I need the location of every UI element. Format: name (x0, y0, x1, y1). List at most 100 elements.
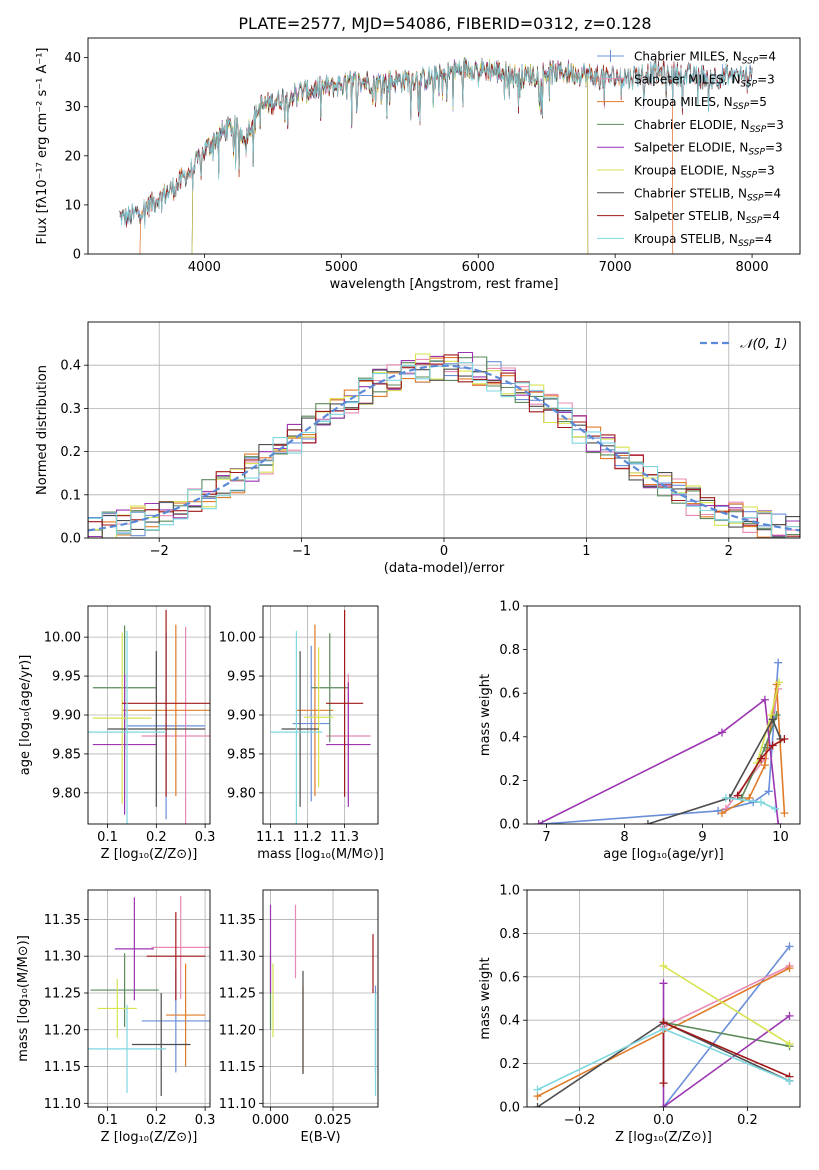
y-tick-label: 11.25 (219, 986, 256, 1001)
y-tick-label: 0.0 (499, 818, 520, 833)
point-marker (764, 787, 773, 796)
point-marker (643, 820, 652, 824)
legend-label: Kroupa ELODIE, NSSP=3 (634, 164, 775, 181)
y-tick-label: 9.95 (52, 670, 81, 685)
x-tick-label: 0.025 (314, 1113, 351, 1128)
x-axis-label: age [log₁₀(age/yr)] (603, 847, 724, 862)
histogram-salpeter-stelib (88, 354, 800, 538)
point-marker (780, 809, 789, 818)
y-tick-label: 20 (64, 149, 81, 164)
error-bars (270, 609, 371, 824)
x-tick-label: −2 (150, 544, 169, 559)
series-salpeter-miles (663, 965, 790, 1028)
point-marker (785, 964, 794, 973)
error-bars (88, 609, 210, 824)
y-axis-label: Flux [fλ10⁻¹⁷ erg cm⁻² s⁻¹ A⁻¹] (35, 48, 50, 245)
legend-label: Chabrier ELODIE, NSSP=3 (634, 118, 784, 135)
y-tick-label: 0.4 (499, 1014, 520, 1029)
x-tick-label: 6000 (462, 260, 495, 275)
axes-frame (87, 889, 211, 1108)
x-tick-label: 11.3 (330, 830, 359, 845)
x-tick-label: 11.2 (293, 830, 322, 845)
axes-frame (526, 889, 801, 1108)
y-tick-label: 11.30 (219, 950, 256, 965)
y-tick-label: 9.85 (52, 747, 81, 762)
histogram-steps (88, 351, 800, 538)
point-marker (721, 793, 730, 802)
legend-label: Kroupa STELIB, NSSP=4 (634, 232, 772, 249)
gaussian-curve (88, 364, 800, 532)
series-chabrier-miles (662, 945, 791, 1107)
y-tick-label: 0.4 (499, 730, 520, 745)
y-tick-label: 11.35 (44, 913, 81, 928)
y-axis-label: Normed distribution (35, 365, 50, 495)
x-axis-label: E(B-V) (300, 1130, 340, 1145)
spectrum-panel: 4000 5000 6000 7000 8000 0 10 20 30 40 wavelength … (35, 37, 801, 292)
x-tick-label: 0.1 (97, 830, 118, 845)
point-marker (757, 754, 765, 763)
weight-vs-age-panel: 7 8 9 10 0.0 0.2 0.4 0.6 0.8 1.0 age [log₁₀(age/yr… (478, 600, 801, 862)
error-bars (88, 895, 210, 1096)
x-axis-label: (data-model)/error (384, 561, 505, 576)
point-marker (659, 1103, 668, 1107)
x-axis-label: Z [log₁₀(Z/Z⊙)] (101, 1130, 198, 1145)
legend-label: Chabrier STELIB, NSSP=4 (634, 186, 781, 203)
point-marker (767, 711, 776, 719)
y-tick-label: 0 (73, 248, 81, 263)
mass-vs-metallicity-panel: 0.1 0.2 0.3 11.10 11.15 11.20 11.25 11.30 11.35 Z… (16, 889, 215, 1145)
x-tick-label: 0.2 (146, 830, 167, 845)
point-marker (760, 761, 769, 770)
axes-frame (262, 605, 379, 825)
series-kroupa-elodie (663, 965, 790, 1045)
point-marker (774, 820, 783, 824)
series-chabrier-stelib (647, 717, 782, 824)
x-tick-label: 0.0 (653, 1113, 674, 1128)
y-tick-label: 0.2 (60, 445, 81, 460)
x-tick-label: 0.2 (146, 1113, 167, 1128)
legend-label: Kroupa MILES, NSSP=5 (634, 95, 767, 112)
y-tick-label: 9.90 (52, 709, 81, 724)
y-tick-label: 9.80 (52, 786, 81, 801)
point-marker (774, 658, 783, 667)
x-axis-label: wavelength [Angstrom, rest frame] (330, 277, 559, 292)
y-tick-label: 9.80 (227, 786, 256, 801)
point-marker (659, 961, 668, 970)
point-marker (785, 942, 794, 951)
y-tick-label: 10.00 (219, 631, 256, 646)
point-marker (780, 734, 789, 743)
axes-frame (262, 889, 379, 1108)
point-marker (733, 791, 742, 800)
point-marker (757, 798, 765, 807)
legend-label: Chabrier MILES, NSSP=4 (634, 50, 776, 67)
x-tick-label: 7000 (599, 260, 632, 275)
point-marker (768, 741, 777, 750)
y-tick-label: 9.95 (227, 670, 256, 685)
figure-title: PLATE=2577, MJD=54086, FIBERID=0312, z=0… (238, 14, 651, 33)
x-tick-label: 1 (582, 544, 590, 559)
y-tick-label: 0.6 (499, 687, 520, 702)
x-tick-label: 0.000 (252, 1113, 289, 1128)
legend-label: Salpeter MILES, NSSP=3 (634, 72, 775, 89)
x-tick-label: 4000 (188, 260, 221, 275)
y-axis-label: mass weight (478, 674, 493, 756)
point-marker (771, 804, 780, 813)
point-marker (718, 728, 726, 737)
x-tick-label: 7 (542, 830, 550, 845)
spectrum-kroupa-miles (139, 58, 674, 254)
y-tick-label: 1.0 (499, 600, 520, 615)
y-tick-label: 11.15 (44, 1060, 81, 1075)
x-tick-label: 5000 (325, 260, 358, 275)
y-tick-label: 0.8 (499, 927, 520, 942)
point-marker (533, 1103, 542, 1107)
point-marker (785, 1076, 794, 1085)
y-tick-label: 0.8 (499, 643, 520, 658)
spectrum-salpeter-miles (139, 57, 674, 254)
point-marker (659, 1024, 668, 1033)
y-tick-label: 11.20 (44, 1023, 81, 1038)
y-tick-label: 0.0 (499, 1101, 520, 1116)
spectrum-lines (119, 57, 753, 254)
series-salpeter-elodie (662, 983, 790, 1107)
error-bars (269, 904, 377, 1096)
x-tick-label: 8000 (736, 260, 769, 275)
